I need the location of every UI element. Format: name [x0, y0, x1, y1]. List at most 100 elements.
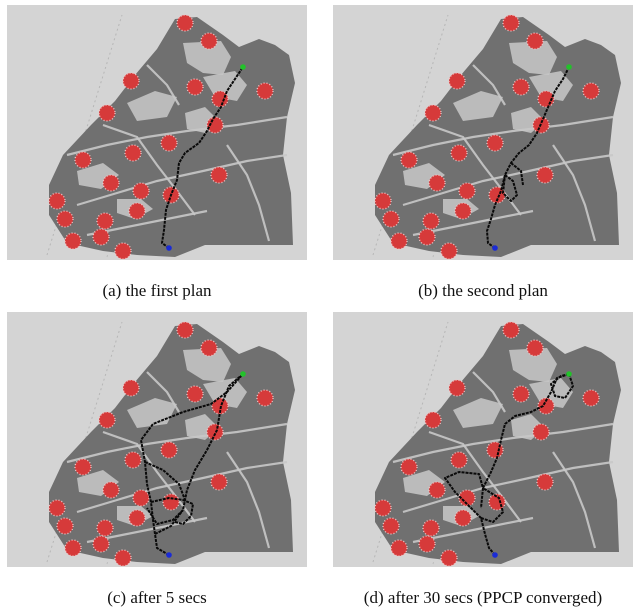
goal-marker [240, 64, 246, 70]
obstacle-texture [512, 385, 530, 403]
map-corridor [392, 422, 614, 464]
map-corridor [472, 371, 506, 413]
obstacle-marker [129, 203, 145, 219]
obstacle-marker [423, 520, 439, 536]
obstacle-marker [533, 424, 549, 440]
map-corridor [76, 153, 288, 207]
obstacle-texture [102, 481, 120, 499]
obstacle-texture [56, 210, 74, 228]
obstacle-texture [450, 451, 468, 469]
obstacle-marker [391, 233, 407, 249]
obstacle-texture [448, 72, 466, 90]
map-corridor [226, 144, 271, 242]
obstacle-texture [374, 499, 392, 517]
map-free-region [183, 41, 231, 75]
obstacle-marker [65, 233, 81, 249]
obstacle-texture [424, 411, 442, 429]
obstacle-texture [132, 182, 150, 200]
obstacle-texture [382, 517, 400, 535]
obstacle-texture [448, 379, 466, 397]
obstacle-texture [390, 539, 408, 557]
map-corridor [66, 115, 288, 157]
obstacle-texture [418, 535, 436, 553]
obstacle-marker [99, 105, 115, 121]
obstacle-marker [451, 452, 467, 468]
obstacle-marker [257, 390, 273, 406]
map-corridor [86, 516, 208, 544]
panel-c: (c) after 5 secs [7, 312, 307, 612]
obstacle-texture [48, 499, 66, 517]
obstacle-marker [459, 490, 475, 506]
map-corridor [552, 451, 597, 549]
obstacle-texture [96, 519, 114, 537]
obstacle-texture [162, 186, 180, 204]
caption-a: (a) the first plan [102, 281, 212, 300]
obstacle-texture [96, 212, 114, 230]
obstacle-texture [176, 14, 194, 32]
obstacle-marker [455, 510, 471, 526]
obstacle-texture [422, 519, 440, 537]
plan-path [150, 497, 194, 525]
obstacle-texture [382, 210, 400, 228]
obstacle-marker [115, 550, 131, 566]
map-corridor [146, 64, 180, 106]
obstacle-texture [200, 339, 218, 357]
obstacle-texture [440, 549, 458, 567]
caption-d: (d) after 30 secs (PPCP converged) [363, 588, 603, 607]
obstacle-marker [133, 490, 149, 506]
obstacle-marker [449, 73, 465, 89]
obstacle-texture [454, 202, 472, 220]
obstacle-marker [97, 213, 113, 229]
obstacle-marker [103, 482, 119, 498]
plan-path [510, 162, 524, 186]
obstacle-marker [487, 135, 503, 151]
goal-marker [240, 371, 246, 377]
map-corridor [402, 460, 614, 514]
obstacle-texture [440, 242, 458, 260]
obstacle-texture [132, 489, 150, 507]
obstacle-texture [526, 339, 544, 357]
obstacle-texture [102, 174, 120, 192]
obstacle-texture [176, 321, 194, 339]
obstacle-marker [57, 211, 73, 227]
obstacle-texture [418, 228, 436, 246]
obstacle-marker [451, 145, 467, 161]
obstacle-marker [583, 83, 599, 99]
obstacle-marker [65, 540, 81, 556]
plan-path [482, 373, 570, 489]
obstacle-texture [98, 104, 116, 122]
obstacle-marker [115, 243, 131, 259]
obstacle-texture [526, 32, 544, 50]
plan-path [480, 487, 504, 523]
plan-path [486, 66, 570, 249]
obstacle-marker [123, 73, 139, 89]
plan-path [146, 373, 244, 525]
obstacle-marker [125, 452, 141, 468]
obstacle-marker [419, 229, 435, 245]
obstacle-marker [441, 550, 457, 566]
obstacle-texture [582, 389, 600, 407]
obstacle-texture [124, 144, 142, 162]
obstacle-marker [201, 340, 217, 356]
obstacle-texture [74, 151, 92, 169]
obstacle-texture [98, 411, 116, 429]
map-image-a [7, 5, 307, 260]
obstacle-texture [128, 202, 146, 220]
obstacle-texture [114, 549, 132, 567]
obstacle-marker [583, 390, 599, 406]
obstacle-texture [532, 423, 550, 441]
obstacle-texture [92, 535, 110, 553]
obstacle-texture [400, 458, 418, 476]
obstacle-marker [49, 193, 65, 209]
map-corridor [428, 123, 522, 216]
plan-path [550, 373, 574, 399]
obstacle-texture [486, 134, 504, 152]
obstacle-marker [103, 175, 119, 191]
obstacle-marker [123, 380, 139, 396]
obstacle-texture [454, 509, 472, 527]
obstacle-texture [48, 192, 66, 210]
map-free-region [509, 348, 557, 382]
obstacle-texture [422, 212, 440, 230]
obstacle-texture [160, 134, 178, 152]
obstacle-marker [513, 79, 529, 95]
